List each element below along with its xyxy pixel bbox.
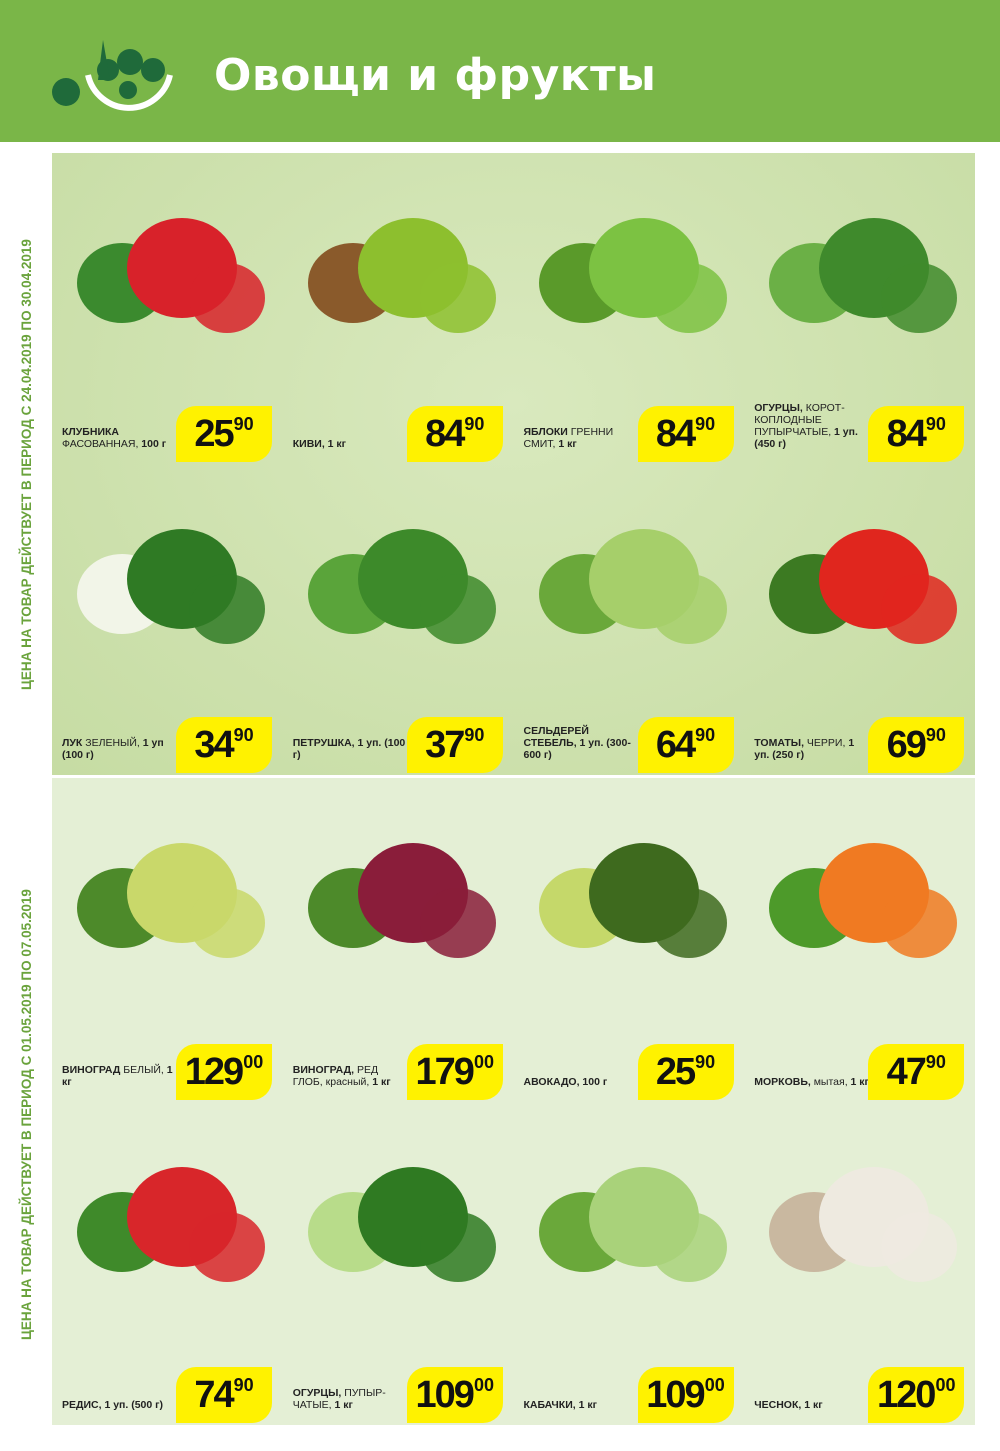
product-image	[307, 1166, 496, 1282]
product-image	[769, 843, 958, 958]
product-name: РЕДИС, 1 уп. (500 г)	[62, 1399, 164, 1411]
product-image	[77, 529, 265, 644]
product-name: КЛУБНИКА ФАСОВАННАЯ, 100 г	[62, 426, 167, 450]
page-title: Овощи и фрукты	[214, 50, 657, 101]
product-card[interactable]: ОГУРЦЫ, КОРОТ-КОПЛОДНЫЕ ПУПЫРЧАТЫЕ, 1 уп…	[744, 153, 975, 464]
product-image	[77, 1166, 265, 1282]
product-name: ПЕТРУШКА, 1 уп. (100 г)	[292, 737, 406, 761]
header: Овощи и фрукты	[0, 0, 1000, 142]
product-card[interactable]: КИВИ, 1 кг 84 90	[283, 153, 514, 464]
product-card[interactable]: АВОКАДО, 100 г 25 90	[514, 778, 745, 1102]
price-badge: 129 00	[176, 1043, 272, 1100]
product-card[interactable]: ОГУРЦЫ, ПУПЫР-ЧАТЫЕ, 1 кг 109 00	[283, 1102, 514, 1426]
product-image	[769, 1166, 958, 1282]
product-image	[538, 843, 727, 958]
product-name: ОГУРЦЫ, КОРОТ-КОПЛОДНЫЕ ПУПЫРЧАТЫЕ, 1 уп…	[754, 402, 858, 450]
product-name: ТОМАТЫ, ЧЕРРИ, 1 уп. (250 г)	[754, 737, 855, 761]
product-name: МОРКОВЬ, мытая, 1 кг	[754, 1075, 869, 1088]
product-image	[538, 218, 727, 333]
product-name: АВОКАДО, 100 г	[523, 1075, 608, 1088]
product-name: КАБАЧКИ, 1 кг	[523, 1399, 597, 1411]
product-image	[307, 843, 496, 958]
price-badge: 25 90	[176, 406, 272, 462]
product-image	[769, 218, 958, 333]
product-card[interactable]: ВИНОГРАД БЕЛЫЙ, 1 кг 129 00	[52, 778, 283, 1102]
price-badge: 47 90	[868, 1043, 965, 1100]
vegetable-bowl-icon	[52, 40, 173, 111]
product-name: ЧЕСНОК, 1 кг	[754, 1399, 823, 1411]
product-card[interactable]: СЕЛЬДЕРЕЙ СТЕБЕЛЬ, 1 уп. (300-600 г) 64 9…	[514, 464, 745, 775]
product-image	[307, 529, 496, 644]
section-week-1: КЛУБНИКА ФАСОВАННАЯ, 100 г 25 90 КИВИ, 1 …	[52, 153, 975, 775]
product-card[interactable]: РЕДИС, 1 уп. (500 г) 74 90	[52, 1102, 283, 1426]
price-badge: 64 90	[637, 717, 734, 773]
product-name: ОГУРЦЫ, ПУПЫР-ЧАТЫЕ, 1 кг	[292, 1387, 386, 1411]
product-name: КИВИ, 1 кг	[292, 438, 347, 450]
price-badge: 109 00	[637, 1367, 734, 1423]
product-card[interactable]: МОРКОВЬ, мытая, 1 кг 47 90	[744, 778, 975, 1102]
product-name: ВИНОГРАД БЕЛЫЙ, 1 кг	[62, 1063, 173, 1088]
price-badge: 84 90	[868, 406, 965, 462]
product-card[interactable]: ТОМАТЫ, ЧЕРРИ, 1 уп. (250 г) 69 90	[744, 464, 975, 775]
product-card[interactable]: ЯБЛОКИ ГРЕННИ СМИТ, 1 кг 84 90	[514, 153, 745, 464]
product-card[interactable]: КЛУБНИКА ФАСОВАННАЯ, 100 г 25 90	[52, 153, 283, 464]
price-badge: 179 00	[406, 1043, 503, 1100]
product-card[interactable]: ЧЕСНОК, 1 кг 120 00	[744, 1102, 975, 1426]
price-badge: 69 90	[868, 717, 965, 773]
price-badge: 109 00	[406, 1367, 503, 1423]
product-card[interactable]: ЛУК ЗЕЛЕНЫЙ, 1 уп (100 г) 34 90	[52, 464, 283, 775]
product-card[interactable]: КАБАЧКИ, 1 кг 109 00	[514, 1102, 745, 1426]
product-image	[769, 529, 958, 644]
product-image	[77, 218, 265, 333]
product-image	[77, 843, 265, 958]
price-badge: 25 90	[637, 1043, 734, 1100]
product-card[interactable]: ВИНОГРАД, РЕД ГЛОБ, красный, 1 кг 179 00	[283, 778, 514, 1102]
price-badge: 84 90	[637, 406, 734, 462]
product-name: ЛУК ЗЕЛЕНЫЙ, 1 уп (100 г)	[62, 737, 164, 761]
product-name: ЯБЛОКИ ГРЕННИ СМИТ, 1 кг	[523, 426, 614, 450]
product-image	[538, 529, 727, 644]
price-badge: 120 00	[868, 1367, 965, 1423]
section-week-2: ВИНОГРАД БЕЛЫЙ, 1 кг 129 00 ВИНОГРАД, РЕД…	[52, 778, 975, 1425]
product-name: СЕЛЬДЕРЕЙ СТЕБЕЛЬ, 1 уп. (300-600 г)	[523, 725, 631, 761]
price-badge: 74 90	[176, 1367, 272, 1423]
product-card[interactable]: ПЕТРУШКА, 1 уп. (100 г) 37 90	[283, 464, 514, 775]
product-name: ВИНОГРАД, РЕД ГЛОБ, красный, 1 кг	[292, 1063, 391, 1088]
price-badge: 84 90	[406, 406, 503, 462]
price-badge: 37 90	[406, 717, 503, 773]
product-image	[307, 218, 496, 333]
price-badge: 34 90	[176, 717, 272, 773]
product-image	[538, 1166, 727, 1282]
